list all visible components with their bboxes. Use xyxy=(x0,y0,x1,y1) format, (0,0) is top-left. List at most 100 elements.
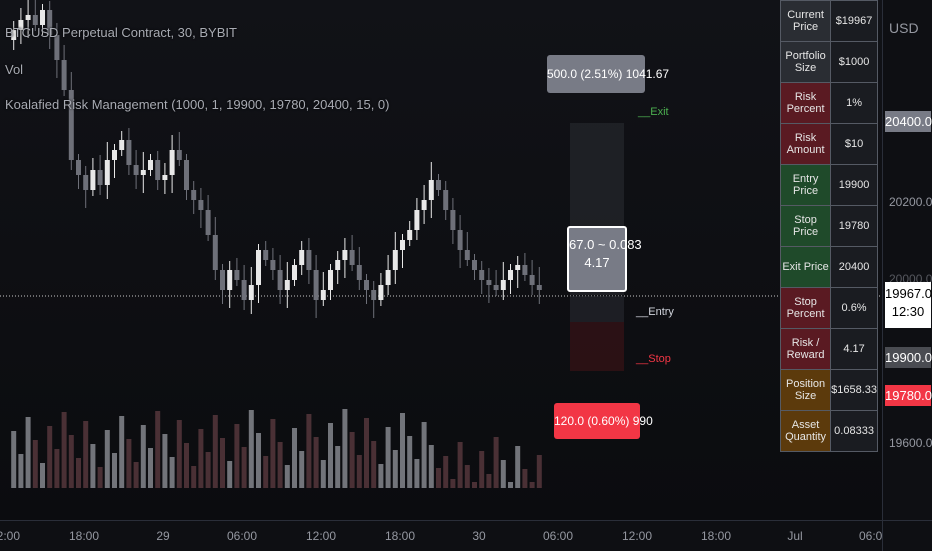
risk-table-label: Entry Price xyxy=(779,164,832,206)
time-tick: Jul xyxy=(787,529,803,543)
candle-body xyxy=(400,240,405,250)
indicator-legend[interactable]: Koalafied Risk Management (1000, 1, 1990… xyxy=(5,97,390,112)
candle-body xyxy=(169,150,175,175)
volume-bar xyxy=(277,442,283,488)
symbol-legend[interactable]: BTCUSD Perpetual Contract, 30, BYBIT xyxy=(5,25,237,40)
candle-body xyxy=(83,175,89,190)
volume-bar xyxy=(464,465,470,488)
risk-table-label: Asset Quantity xyxy=(779,410,832,452)
volume-bar xyxy=(191,466,197,488)
candle-body xyxy=(184,160,189,190)
candle-body xyxy=(407,230,413,240)
current-price-value: 19967.0 xyxy=(885,286,932,301)
volume-bar xyxy=(11,431,17,488)
candle-body xyxy=(18,20,24,30)
volume-bar xyxy=(385,427,391,488)
candle-body xyxy=(335,260,341,270)
risk-table-value: 20400 xyxy=(830,246,878,288)
risk-table-row: Current Price $19967 xyxy=(779,0,878,42)
risk-table-value: $19967 xyxy=(830,0,878,42)
candle-body xyxy=(76,160,81,175)
currency-label[interactable]: USD xyxy=(889,20,919,36)
candle-body xyxy=(277,270,283,290)
candle-body xyxy=(104,160,110,185)
candle-body xyxy=(248,285,254,300)
volume-bar xyxy=(126,439,132,488)
chart-plot-area[interactable]: BTCUSD Perpetual Contract, 30, BYBIT Vol… xyxy=(0,0,882,520)
volume-bar xyxy=(536,455,542,488)
risk-table-row: Stop Price 19780 xyxy=(779,205,878,247)
time-tick: 06:00 xyxy=(858,529,890,543)
candle-body xyxy=(61,60,67,90)
volume-bar xyxy=(76,458,81,488)
candle-body xyxy=(11,30,17,40)
risk-table-row: Exit Price 20400 xyxy=(779,246,878,288)
volume-bar xyxy=(83,421,89,488)
price-axis[interactable]: USD 20400.0 20200.0 20000.0 19967.0 12:3… xyxy=(882,0,932,520)
candle-body xyxy=(392,250,398,270)
time-axis[interactable]: 12:00 18:00 29 06:00 12:00 18:00 30 06:0… xyxy=(0,520,889,551)
volume-bar xyxy=(25,417,31,488)
candle-body xyxy=(414,210,420,230)
candle-body xyxy=(112,150,117,160)
candle-body xyxy=(428,180,434,200)
volume-bar xyxy=(18,454,24,488)
entry-zone xyxy=(570,296,624,322)
volume-bar xyxy=(306,414,312,488)
candle-body xyxy=(227,270,233,290)
candle-body xyxy=(126,140,132,165)
volume-bar xyxy=(500,460,506,488)
candle-body xyxy=(522,265,528,275)
risk-reward-label[interactable]: 67.0 ~ 0.083 4.17 xyxy=(567,226,642,292)
volume-bar xyxy=(414,459,420,488)
time-tick: 12:00 xyxy=(305,529,337,543)
target-label[interactable]: 500.0 (2.51%) 1041.67 xyxy=(547,55,669,93)
stop-label[interactable]: 120.0 (0.60%) 990 xyxy=(554,403,653,439)
exit-line-label: __Exit xyxy=(638,106,669,118)
candle-body xyxy=(479,270,485,280)
rr-ratio-line: 67.0 ~ 0.083 xyxy=(569,237,642,252)
entry-line-label: __Entry xyxy=(636,306,674,318)
volume-bar xyxy=(436,468,441,488)
risk-table-label: Risk / Reward xyxy=(779,328,832,370)
volume-bar xyxy=(148,448,153,488)
candle-body xyxy=(457,230,463,250)
volume-bar xyxy=(140,425,146,488)
volume-bar xyxy=(472,482,477,488)
volume-bar xyxy=(450,479,456,488)
candle-body xyxy=(54,35,60,60)
risk-table-label: Current Price xyxy=(779,0,832,42)
volume-bar xyxy=(234,424,240,488)
candle-body xyxy=(176,150,182,160)
volume-bar xyxy=(400,413,405,488)
volume-bar xyxy=(256,433,261,488)
candle-body xyxy=(443,190,449,210)
time-tick: 30 xyxy=(472,529,486,543)
volume-bar xyxy=(508,482,513,488)
price-chart[interactable] xyxy=(0,0,882,520)
candle-body xyxy=(306,250,312,270)
risk-table-value: 1% xyxy=(830,82,878,124)
risk-table-value: 19780 xyxy=(830,205,878,247)
candle-body xyxy=(436,180,441,190)
volume-legend[interactable]: Vol xyxy=(5,62,24,77)
candle-body xyxy=(205,210,211,235)
risk-table-row: Asset Quantity 0.08333 xyxy=(779,410,878,452)
candle-body xyxy=(529,275,535,285)
volume-bar xyxy=(407,436,413,488)
risk-table-label: Risk Percent xyxy=(779,82,832,124)
risk-table-value: $1658.33 xyxy=(830,369,878,411)
candle-body xyxy=(364,280,369,290)
candle-body xyxy=(342,250,348,260)
volume-bar xyxy=(112,453,117,488)
candle-body xyxy=(133,165,139,175)
volume-bar xyxy=(198,429,204,488)
price-tick-19600: 19600.0 xyxy=(889,436,932,450)
time-tick: 12:00 xyxy=(621,529,653,543)
candle-body xyxy=(198,200,204,210)
price-tick-20200: 20200.0 xyxy=(889,195,932,209)
stop-zone xyxy=(570,322,624,371)
volume-bar xyxy=(133,462,139,488)
candle-body xyxy=(97,170,103,185)
volume-bar xyxy=(349,432,355,488)
